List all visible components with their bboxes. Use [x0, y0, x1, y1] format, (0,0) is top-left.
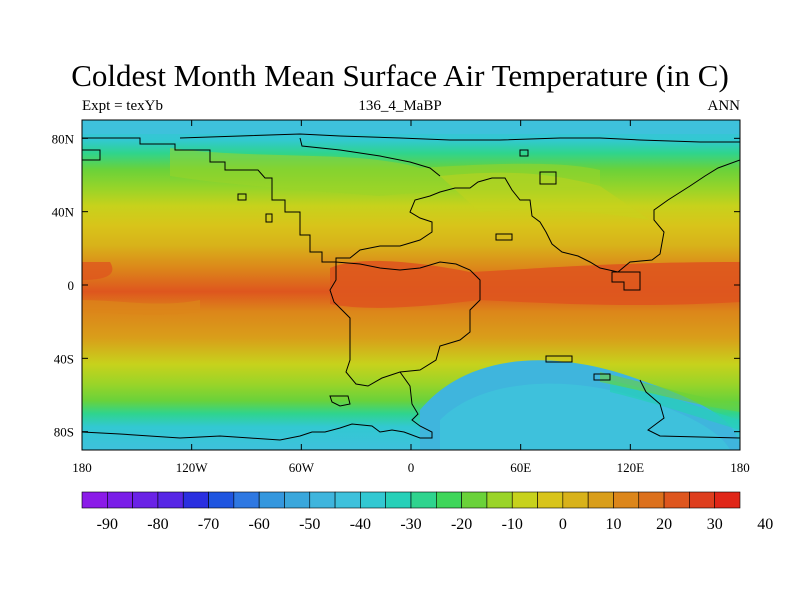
colorbar-label: -60: [248, 516, 269, 533]
colorbar-label: 0: [559, 516, 567, 533]
colorbar-swatch: [258, 491, 285, 509]
colorbar-labels: -90-80-70-60-50-40-30-20-1001020304050: [97, 516, 774, 533]
colorbar-label: -80: [147, 516, 168, 533]
colorbar: [81, 491, 741, 509]
colorbar-label: -50: [299, 516, 320, 533]
colorbar-swatch: [587, 491, 614, 509]
colorbar-label: 20: [656, 516, 672, 533]
y-tick-label: 40N: [52, 205, 75, 220]
colorbar-swatch: [410, 491, 437, 509]
y-tick-label: 80S: [54, 425, 74, 440]
colorbar-label: -20: [451, 516, 472, 533]
colorbar-label: -30: [400, 516, 421, 533]
colorbar-swatch: [284, 491, 311, 509]
x-axis: 180 120W 60W 0 60E 120E 180: [72, 120, 750, 475]
colorbar-swatch: [334, 491, 361, 509]
y-tick-label: 80N: [52, 131, 75, 146]
colorbar-swatch: [107, 491, 133, 509]
y-axis: 80N 40N 0 40S 80S: [52, 131, 740, 440]
x-tick-label: 120E: [617, 460, 645, 475]
season-label: ANN: [707, 98, 741, 114]
plot-title: Coldest Month Mean Surface Air Temperatu…: [71, 58, 729, 93]
colorbar-swatch: [385, 491, 412, 509]
colorbar-swatch: [562, 491, 589, 509]
colorbar-swatch: [689, 491, 715, 509]
colorbar-swatch: [182, 491, 209, 509]
continent-outlines: [82, 133, 740, 441]
colorbar-swatch: [511, 491, 538, 509]
temperature-field: [82, 120, 740, 450]
colorbar-swatch: [461, 491, 488, 509]
x-tick-label: 60E: [510, 460, 531, 475]
colorbar-swatch: [613, 491, 640, 509]
colorbar-swatch: [436, 491, 462, 509]
colorbar-swatch: [360, 491, 386, 509]
y-tick-label: 40S: [54, 351, 74, 366]
colorbar-swatch: [638, 491, 665, 509]
x-tick-label: 120W: [176, 460, 209, 475]
colorbar-label: -40: [350, 516, 371, 533]
colorbar-swatch: [81, 491, 108, 509]
colorbar-label: 40: [757, 516, 773, 533]
y-tick-label: 0: [68, 278, 75, 293]
colorbar-label: -70: [198, 516, 219, 533]
period-label: 136_4_MaBP: [358, 98, 442, 114]
colorbar-swatch: [233, 491, 260, 509]
colorbar-swatch: [486, 491, 513, 509]
x-tick-label: 0: [408, 460, 415, 475]
colorbar-swatch: [208, 491, 235, 509]
colorbar-label: -10: [502, 516, 523, 533]
experiment-label: Expt = texYb: [82, 98, 163, 114]
colorbar-swatch: [663, 491, 690, 509]
colorbar-swatch: [714, 491, 741, 509]
colorbar-label: -90: [97, 516, 118, 533]
x-tick-label: 180: [72, 460, 92, 475]
colorbar-swatch: [537, 491, 564, 509]
colorbar-swatch: [157, 491, 184, 509]
x-tick-label: 60W: [289, 460, 315, 475]
x-tick-label: 180: [730, 460, 750, 475]
colorbar-swatch: [132, 491, 159, 509]
colorbar-label: 30: [707, 516, 723, 533]
colorbar-swatch: [309, 491, 336, 509]
colorbar-label: 10: [605, 516, 621, 533]
